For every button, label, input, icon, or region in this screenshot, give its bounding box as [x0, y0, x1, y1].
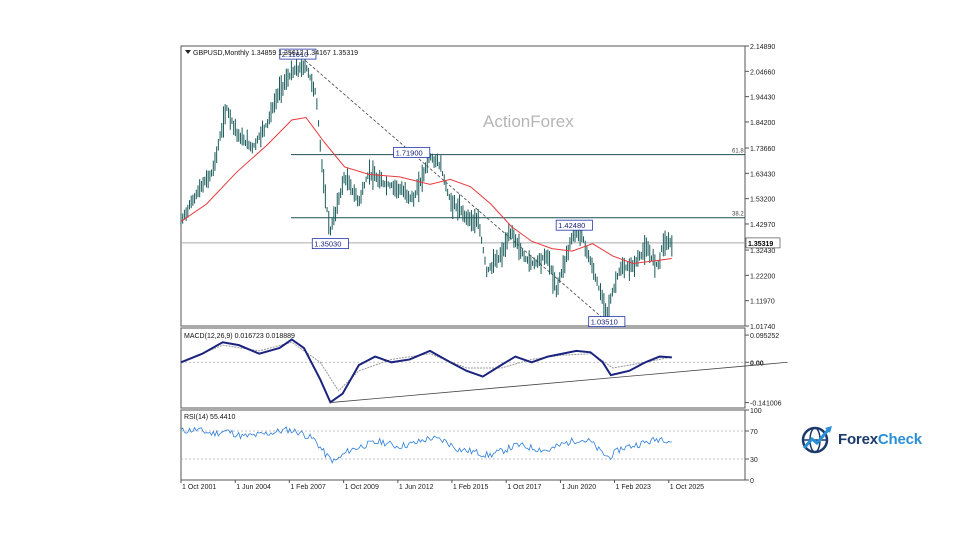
forexcheck-brand: ForexCheck: [800, 424, 922, 454]
rsi-ytick-label: 70: [750, 429, 758, 436]
x-tick-label: 1 Feb 2015: [453, 484, 489, 491]
price-annotation-label: 1.35030: [314, 240, 341, 249]
price-annotation-label: 1.42480: [558, 221, 585, 230]
macd-signal-line: [180, 341, 672, 392]
sma-line: [180, 116, 672, 265]
main-ytick-label: 1.32430: [750, 248, 775, 255]
macd-line: [180, 338, 672, 404]
x-tick-label: 1 Oct 2017: [507, 484, 541, 491]
main-ytick-label: 1.11970: [750, 299, 775, 306]
macd-ytick-label: -0.141006: [750, 401, 782, 408]
rsi-ytick-label: 0: [750, 478, 754, 485]
price-annotation-label: 1.03510: [591, 318, 618, 327]
main-trendline: [297, 53, 608, 322]
brand-name-part1: Forex: [838, 430, 878, 448]
x-tick-label: 1 Jun 2012: [399, 484, 434, 491]
main-ytick-label: 2.14890: [750, 44, 775, 51]
rsi-line: [180, 426, 672, 465]
brand-name-part2: Check: [877, 430, 922, 448]
rsi-title: RSI(14) 55.4410: [184, 414, 235, 421]
x-tick-label: 1 Feb 2023: [616, 484, 652, 491]
main-ytick-label: 1.53200: [750, 197, 775, 204]
fib-level-label: 38.2: [732, 212, 744, 218]
watermark-text: ActionForex: [483, 112, 574, 131]
main-panel-frame: [180, 45, 746, 327]
x-tick-label: 1 Oct 2009: [345, 484, 379, 491]
title-dropdown-icon: [185, 50, 191, 54]
x-tick-label: 1 Oct 2025: [670, 484, 704, 491]
main-ytick-label: 1.22200: [750, 273, 775, 280]
main-title: GBPUSD,Monthly 1.34859 1.35612 1.34167 1…: [193, 50, 358, 57]
x-tick-label: 1 Oct 2001: [182, 484, 216, 491]
price-annotation-box: [555, 219, 593, 231]
main-ytick-label: 1.42970: [750, 222, 775, 229]
macd-panel-frame: [180, 327, 746, 409]
macd-title: MACD(12,26,9) 0.016723 0.018889: [184, 333, 295, 340]
fib-level-label: 61.8: [732, 149, 744, 155]
main-ytick-label: 1.94430: [750, 95, 775, 102]
globe-chart-logo-icon: [801, 426, 832, 454]
macd-trendline: [330, 361, 788, 403]
price-annotation-box: [311, 238, 349, 250]
price-annotation-box: [588, 316, 626, 328]
brand-name: ForexCheck: [838, 431, 922, 448]
main-ytick-label: 1.84200: [750, 120, 775, 127]
main-ytick-label: 1.01740: [750, 324, 775, 331]
rsi-panel-frame: [180, 409, 746, 481]
current-price-box: [745, 237, 781, 249]
price-annotation-box: [279, 48, 317, 60]
main-ytick-label: 1.73660: [750, 146, 775, 153]
macd-ytick-label: 0.00: [750, 360, 764, 367]
macd-ytick-label: 0.095252: [750, 333, 779, 340]
current-price-label: 1.35319: [748, 241, 773, 248]
x-tick-label: 1 Jun 2004: [236, 484, 271, 491]
price-annotation-label: 2.11610: [282, 50, 309, 59]
x-tick-label: 1 Feb 2007: [290, 484, 326, 491]
rsi-ytick-label: 30: [750, 457, 758, 464]
price-annotation-box: [393, 146, 431, 158]
main-ytick-label: 1.63430: [750, 171, 775, 178]
x-tick-label: 1 Jun 2020: [561, 484, 596, 491]
rsi-ytick-label: 100: [750, 408, 762, 415]
price-annotation-label: 1.71900: [396, 148, 423, 157]
main-ytick-label: 2.04660: [750, 69, 775, 76]
